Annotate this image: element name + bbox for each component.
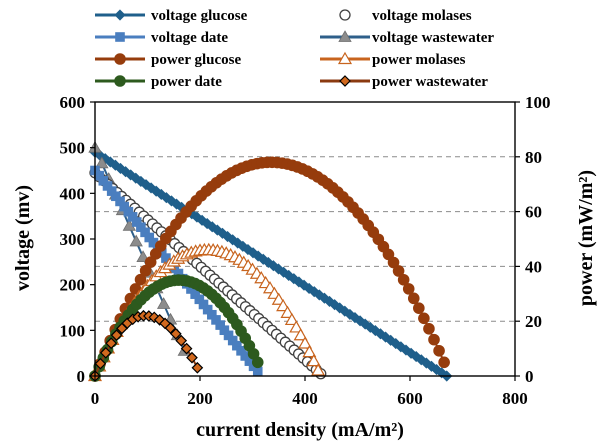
legend-label: voltage date: [151, 30, 228, 46]
legend-label: voltage glucose: [151, 8, 248, 24]
data-point: [397, 273, 410, 286]
series-power-wastewater: [89, 309, 204, 382]
y-axis-left-title: voltage (mv): [12, 185, 34, 291]
y-left-tick-label: 100: [60, 321, 86, 340]
data-point: [311, 363, 326, 376]
y-axis-right-title: power (mW/m²): [575, 170, 597, 306]
data-point: [293, 328, 308, 341]
data-point: [252, 366, 263, 377]
legend-item: voltage molases: [339, 8, 472, 24]
data-point: [413, 302, 425, 314]
y-left-tick-label: 500: [60, 139, 86, 158]
x-tick-label: 600: [397, 389, 423, 408]
legend-item: power glucose: [95, 52, 241, 68]
legend-item: voltage date: [95, 30, 228, 46]
legend-item: power wastewater: [320, 74, 488, 90]
data-point: [175, 334, 188, 347]
data-point: [280, 305, 295, 318]
data-point: [186, 351, 198, 364]
data-point: [276, 298, 291, 312]
data-point: [284, 312, 299, 326]
legend-item: voltage glucose: [95, 8, 248, 24]
gridlines: [95, 156, 515, 322]
data-point: [191, 361, 204, 374]
data-point: [94, 357, 107, 370]
y-left-tick-label: 300: [60, 230, 86, 249]
y-right-tick-label: 20: [525, 312, 542, 331]
legend-item: voltage wastewater: [320, 30, 494, 46]
data-point: [428, 333, 440, 346]
data-point: [433, 344, 445, 357]
series-power-glucose: [89, 156, 450, 382]
x-tick-label: 200: [187, 389, 213, 408]
x-tick-label: 800: [502, 389, 528, 408]
data-point: [105, 337, 118, 350]
y-right-tick-label: 80: [525, 148, 542, 167]
x-tick-label: 0: [91, 389, 100, 408]
axes: 0 100 200 300 400 500 600 0 20 40 60 80 100 0 200 400 60…: [60, 93, 551, 408]
legend-label: power molases: [372, 52, 466, 68]
data-point: [418, 312, 430, 325]
legend-marker: [338, 30, 352, 42]
data-point: [407, 292, 420, 305]
y-right-tick-label: 60: [525, 203, 542, 222]
data-point: [156, 297, 171, 309]
legend-label: power wastewater: [372, 74, 488, 90]
data-point: [164, 322, 177, 334]
data-point: [134, 273, 147, 286]
y-left-tick-label: 400: [60, 184, 86, 203]
data-point: [251, 356, 264, 369]
x-axis-title: current density (mA/m²): [196, 419, 404, 441]
data-point: [169, 327, 182, 340]
legend-label: voltage molases: [372, 8, 472, 24]
series-voltage-glucose: [89, 146, 453, 382]
data-point: [392, 265, 405, 277]
data-point: [306, 353, 321, 367]
data-point: [289, 320, 304, 333]
y-left-tick-label: 600: [60, 93, 86, 112]
data-point: [110, 329, 123, 342]
y-left-tick-label: 0: [77, 367, 86, 386]
y-right-tick-label: 40: [525, 257, 542, 276]
x-tick-label: 400: [292, 389, 318, 408]
y-left-tick-label: 200: [60, 276, 86, 295]
legend-marker: [114, 75, 126, 87]
data-point: [180, 342, 193, 355]
legend-marker: [337, 51, 353, 65]
legend-item: power molases: [320, 51, 466, 68]
legend: voltage glucose voltage molases voltage da…: [95, 8, 494, 90]
legend-marker: [115, 32, 125, 42]
data-point: [129, 234, 143, 247]
y-right-tick-label: 0: [525, 367, 534, 386]
data-point: [297, 336, 313, 349]
legend-label: power date: [151, 74, 222, 90]
data-point: [438, 356, 450, 369]
plot-area: [87, 140, 453, 382]
data-point: [423, 322, 435, 335]
legend-label: voltage wastewater: [372, 30, 494, 46]
legend-item: power date: [95, 74, 222, 90]
legend-marker: [339, 75, 351, 87]
data-point: [402, 283, 415, 295]
series-power-date: [89, 274, 264, 382]
legend-marker: [114, 9, 126, 21]
data-point: [139, 264, 152, 277]
y-right-tick-label: 100: [525, 93, 551, 112]
data-point: [99, 346, 112, 359]
data-point: [387, 256, 400, 269]
data-point: [95, 156, 109, 169]
legend-marker: [114, 53, 126, 65]
legend-label: power glucose: [151, 52, 241, 68]
data-point: [302, 344, 317, 358]
legend-marker: [339, 9, 351, 21]
